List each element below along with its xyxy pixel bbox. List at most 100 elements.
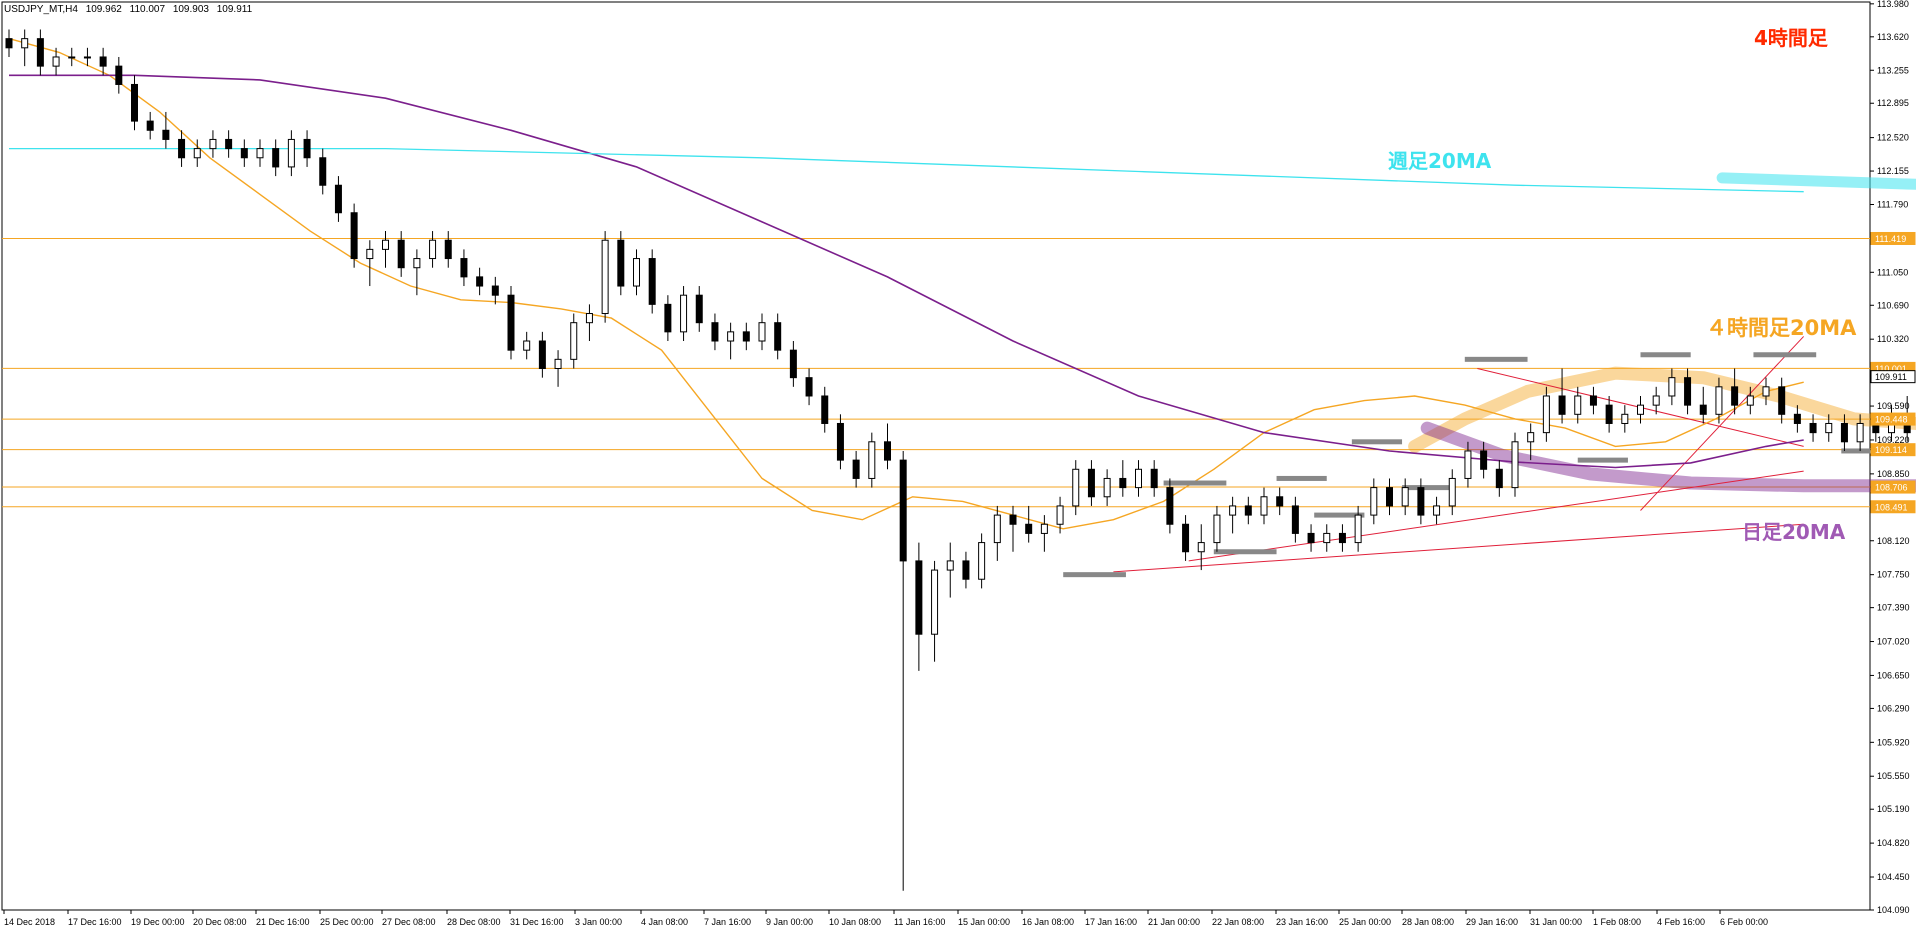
candle-body	[1072, 468, 1080, 507]
time-tick-label: 25 Jan 00:00	[1339, 917, 1391, 927]
price-tick-label: 112.155	[1877, 166, 1909, 176]
candle-body	[836, 422, 844, 461]
candle-body	[1103, 477, 1111, 498]
time-tick-label: 27 Dec 08:00	[382, 917, 436, 927]
candle-body	[1323, 532, 1331, 544]
time-tick-label: 31 Dec 16:00	[510, 917, 564, 927]
candle-body	[319, 157, 327, 186]
time-tick-label: 1 Feb 08:00	[1593, 917, 1641, 927]
candle-body	[350, 212, 358, 260]
price-tag-label: 110.001	[1875, 364, 1907, 374]
candle-body	[366, 248, 374, 260]
price-tag-label: 109.448	[1875, 415, 1908, 425]
candle-body	[1260, 496, 1268, 516]
candle-body	[429, 239, 437, 260]
time-tick-label: 19 Dec 00:00	[131, 917, 185, 927]
price-tick-label: 113.980	[1877, 0, 1909, 9]
price-level-tag	[1870, 231, 1916, 245]
candle-body	[1464, 450, 1472, 479]
candle-body	[68, 56, 76, 59]
candle-body	[1166, 487, 1174, 525]
candle-body	[382, 239, 389, 250]
candle-body	[115, 65, 123, 85]
candle-body	[1150, 468, 1158, 489]
candle-body	[272, 148, 280, 168]
candle-body	[1793, 413, 1801, 424]
candle-body	[52, 56, 60, 67]
candle-body	[946, 560, 954, 571]
candle-body	[648, 258, 656, 305]
h4-ma-highlight	[1408, 366, 1916, 453]
level-marker	[1402, 485, 1453, 491]
candle-body	[256, 148, 264, 159]
level-marker	[1640, 352, 1691, 358]
candle-body	[1370, 487, 1378, 516]
price-tick-label: 106.650	[1877, 670, 1910, 680]
h4-ma-annotation: ４時間足20MA	[1706, 316, 1857, 340]
candle-body	[1511, 441, 1519, 489]
time-tick-label: 16 Jan 08:00	[1022, 917, 1074, 927]
candle-body	[821, 395, 829, 424]
time-tick-label: 3 Jan 00:00	[575, 917, 622, 927]
candle-body	[1291, 505, 1299, 534]
candle-body	[742, 331, 750, 342]
candle-body	[1119, 477, 1127, 489]
candle-body	[1856, 422, 1864, 443]
candle-body	[1684, 377, 1692, 406]
moving-average-line	[9, 74, 1804, 469]
candle-body	[664, 303, 672, 333]
daily-ma-annotation: 日足20MA	[1742, 520, 1846, 544]
candle-body	[1495, 468, 1503, 489]
time-tick-label: 11 Jan 16:00	[894, 917, 945, 927]
candle-body	[83, 56, 91, 59]
price-tick-label: 109.590	[1877, 401, 1910, 411]
candle-body	[1809, 422, 1817, 434]
candle-body	[162, 129, 170, 140]
candle-body	[1386, 487, 1393, 507]
price-tick-label: 112.895	[1877, 98, 1909, 108]
candle-body	[554, 358, 562, 369]
candle-body	[1040, 523, 1048, 534]
candle-body	[1229, 505, 1237, 516]
price-level-tag	[1870, 412, 1916, 426]
price-tick-label: 104.450	[1877, 872, 1910, 882]
time-tick-label: 4 Feb 16:00	[1657, 917, 1705, 927]
level-marker	[1163, 480, 1227, 486]
candle-body	[617, 239, 625, 287]
candle-body	[1558, 395, 1566, 415]
candle-body	[523, 340, 531, 351]
candle-body	[711, 322, 719, 342]
price-tick-label: 111.050	[1877, 267, 1908, 277]
price-tick-label: 110.690	[1877, 300, 1909, 310]
candle-body	[334, 184, 342, 214]
candle-body	[884, 441, 891, 461]
candle-body	[915, 560, 923, 635]
candle-body	[1025, 523, 1033, 534]
time-tick-label: 15 Jan 00:00	[958, 917, 1010, 927]
candle-body	[1668, 377, 1676, 397]
candle-body	[993, 514, 1001, 544]
chart-header: USDJPY_MT,H4 109.962 110.007 109.903 109…	[4, 4, 257, 15]
candle-body	[507, 294, 515, 351]
candle-body	[1197, 542, 1205, 553]
candle-body	[5, 38, 13, 49]
candle-body	[240, 148, 248, 159]
price-level-tag	[1870, 443, 1916, 457]
price-level-tag	[1870, 500, 1916, 514]
candle-body	[1542, 395, 1550, 434]
price-tick-label: 107.020	[1877, 637, 1910, 647]
price-tick-label: 107.390	[1877, 603, 1910, 613]
timeframe-annotation: 4時間足	[1754, 26, 1828, 50]
time-tick-label: 9 Jan 00:00	[766, 917, 813, 927]
level-marker	[1063, 572, 1126, 578]
candle-body	[1401, 487, 1409, 507]
ohlc-close: 109.911	[216, 4, 253, 15]
candle-body	[1731, 386, 1739, 406]
candle-body	[460, 258, 468, 278]
candle-body	[1527, 432, 1535, 443]
candle-body	[476, 276, 484, 287]
candle-body	[1699, 404, 1707, 415]
level-marker	[1213, 549, 1277, 555]
